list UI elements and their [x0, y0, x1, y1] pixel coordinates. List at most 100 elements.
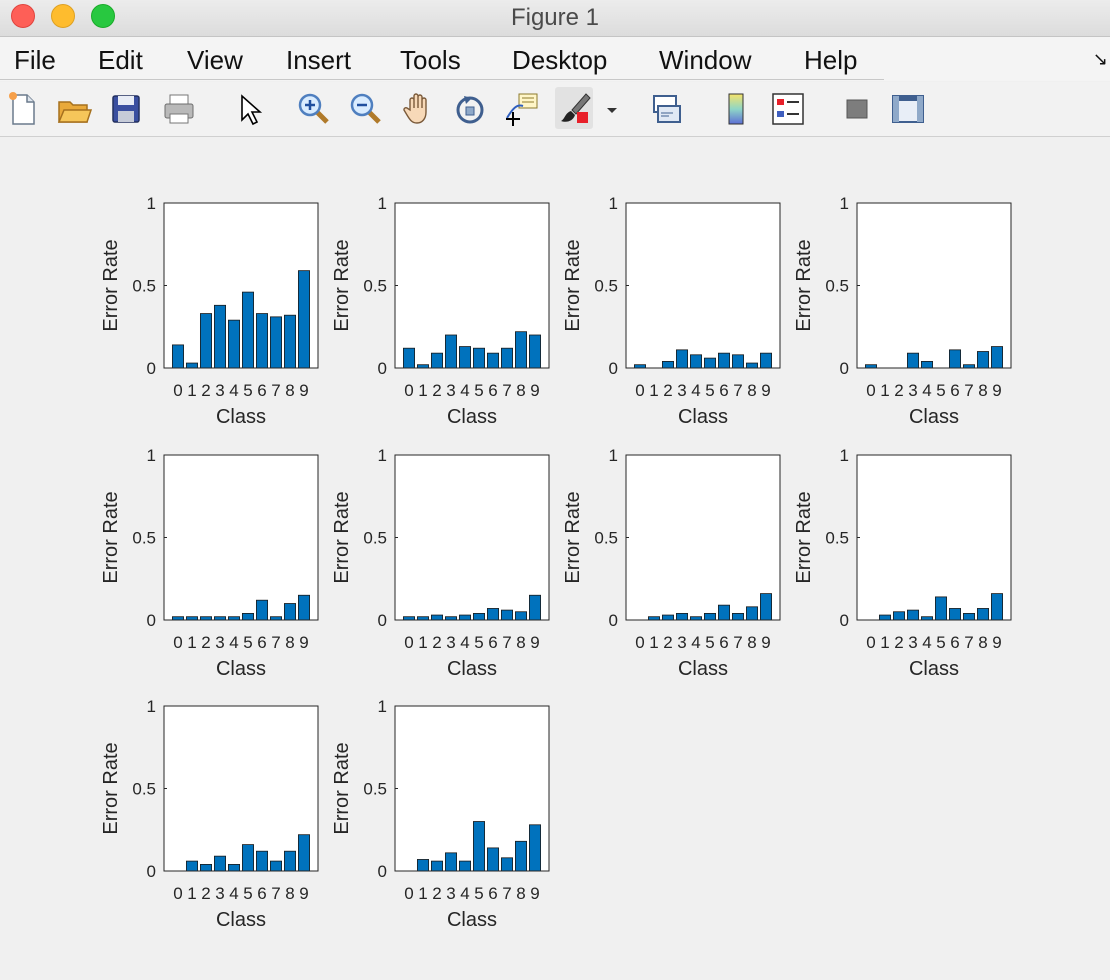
open-file-icon[interactable]: [55, 90, 93, 128]
x-axis-label: Class: [678, 658, 728, 680]
menu-desktop[interactable]: Desktop: [512, 45, 608, 75]
bar-class-8: [515, 611, 528, 621]
y-tick-label: 0: [378, 359, 387, 378]
menu-view[interactable]: View: [187, 45, 243, 75]
bar-class-2: [199, 313, 212, 369]
x-tick-label: 6: [257, 633, 266, 652]
x-tick-label: 0: [635, 633, 644, 652]
x-tick-label: 8: [516, 884, 525, 903]
bar-class-2: [662, 614, 675, 621]
bar-class-9: [297, 594, 310, 621]
rotate-3d-icon[interactable]: [451, 90, 489, 128]
bar-class-9: [529, 594, 542, 621]
show-plot-tools-icon[interactable]: [889, 90, 927, 128]
menu-insert[interactable]: Insert: [286, 45, 352, 75]
link-plot-icon[interactable]: [648, 90, 686, 128]
menu-bar: File Edit View Insert Tools Desktop Wind…: [0, 37, 1110, 81]
x-tick-label: 0: [173, 633, 182, 652]
x-tick-label: 2: [201, 633, 210, 652]
corner-arrow-icon[interactable]: ↘: [1092, 49, 1108, 69]
zoom-in-icon[interactable]: [295, 90, 333, 128]
menu-help[interactable]: Help: [804, 45, 858, 75]
x-tick-label: 6: [257, 381, 266, 400]
menu-tools[interactable]: Tools: [400, 45, 461, 75]
y-tick-label: 1: [840, 446, 849, 465]
y-tick-label: 0: [840, 611, 849, 630]
new-figure-icon[interactable]: [4, 90, 42, 128]
y-tick-label: 0.5: [825, 277, 849, 296]
x-tick-label: 9: [299, 633, 308, 652]
pointer-icon[interactable]: [230, 90, 268, 128]
menu-window[interactable]: Window: [659, 45, 752, 75]
menu-file[interactable]: File: [14, 45, 56, 75]
x-tick-label: 4: [460, 381, 469, 400]
y-tick-label: 0.5: [132, 277, 156, 296]
bar-class-6: [949, 349, 962, 369]
save-icon[interactable]: [107, 90, 145, 128]
bar-class-4: [227, 864, 240, 872]
figure-canvas: 0 0.5 1 0 1 2 3 4 5 6 7 8 9 Class Error Rate 0 0.5 1 0 1 2 3 4…: [0, 137, 1110, 980]
x-tick-label: 2: [894, 633, 903, 652]
bar-class-4: [690, 354, 703, 369]
x-tick-label: 3: [908, 633, 917, 652]
x-tick-label: 1: [187, 633, 196, 652]
bar-class-8: [283, 314, 296, 369]
bar-class-4: [921, 360, 934, 369]
pan-hand-icon[interactable]: [400, 90, 438, 128]
bar-class-3: [676, 349, 689, 369]
y-axis-label: Error Rate: [562, 491, 584, 583]
bar-class-2: [662, 360, 675, 369]
axes-background: [164, 706, 318, 871]
x-tick-label: 3: [446, 381, 455, 400]
bar-class-3: [907, 609, 920, 621]
y-tick-label: 1: [147, 697, 156, 716]
x-tick-label: 6: [488, 884, 497, 903]
x-axis-label: Class: [909, 406, 959, 428]
data-cursor-icon[interactable]: [503, 90, 541, 128]
y-axis-label: Error Rate: [331, 491, 353, 583]
zoom-out-icon[interactable]: [347, 90, 385, 128]
print-icon[interactable]: [160, 90, 198, 128]
x-tick-label: 2: [201, 381, 210, 400]
x-axis-label: Class: [216, 406, 266, 428]
y-tick-label: 0.5: [594, 529, 618, 548]
y-tick-label: 0: [147, 862, 156, 881]
bar-class-6: [255, 313, 268, 369]
x-tick-label: 8: [516, 633, 525, 652]
axes-background: [395, 455, 549, 620]
bar-class-9: [297, 834, 310, 872]
hide-plot-tools-icon[interactable]: [838, 90, 876, 128]
x-tick-label: 4: [922, 381, 931, 400]
bar-class-7: [732, 354, 745, 369]
menu-edit[interactable]: Edit: [98, 45, 143, 75]
bar-class-9: [760, 352, 773, 369]
maximize-window-button[interactable]: [91, 4, 115, 28]
y-tick-label: 0: [609, 611, 618, 630]
bar-class-1: [879, 614, 892, 621]
bar-class-8: [977, 351, 990, 369]
x-tick-label: 6: [488, 381, 497, 400]
x-axis-label: Class: [447, 909, 497, 931]
colorbar-icon[interactable]: [717, 90, 755, 128]
y-axis-label: Error Rate: [562, 239, 584, 331]
x-tick-label: 3: [215, 884, 224, 903]
y-tick-label: 0.5: [132, 529, 156, 548]
close-window-button[interactable]: [11, 4, 35, 28]
x-tick-label: 7: [271, 884, 280, 903]
x-tick-label: 2: [201, 884, 210, 903]
x-tick-label: 9: [992, 633, 1001, 652]
x-tick-label: 4: [922, 633, 931, 652]
y-axis-label: Error Rate: [793, 239, 815, 331]
brush-icon[interactable]: [556, 90, 594, 128]
x-tick-label: 4: [460, 633, 469, 652]
x-tick-label: 8: [747, 633, 756, 652]
legend-icon[interactable]: [769, 90, 807, 128]
brush-dropdown-icon[interactable]: [603, 90, 621, 128]
bar-class-8: [977, 608, 990, 621]
x-tick-label: 5: [243, 633, 252, 652]
minimize-window-button[interactable]: [51, 4, 75, 28]
x-tick-label: 9: [530, 633, 539, 652]
